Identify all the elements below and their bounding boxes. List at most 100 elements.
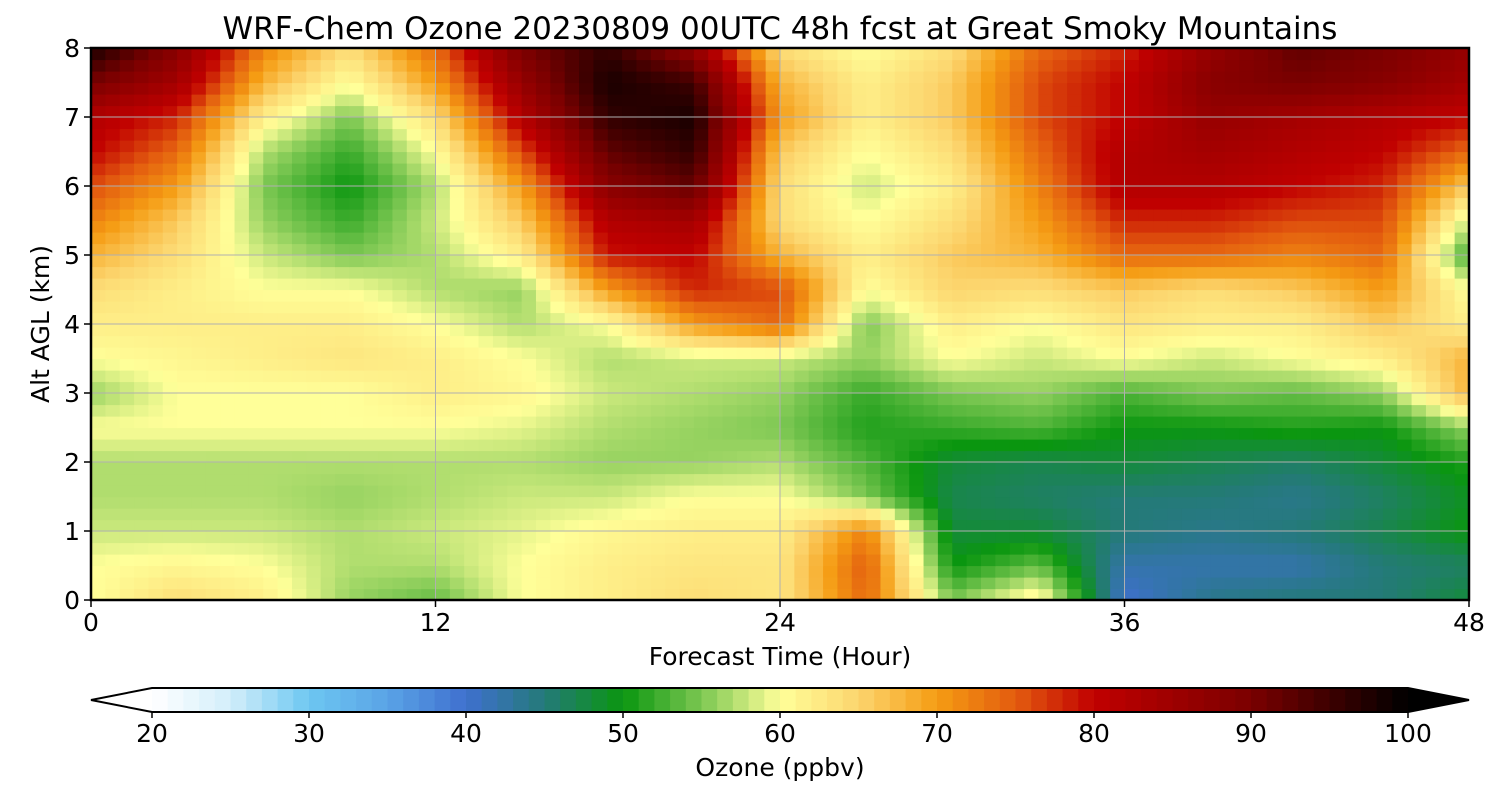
heatmap-cell — [880, 531, 896, 544]
heatmap-cell — [349, 59, 365, 72]
heatmap-cell — [794, 381, 810, 394]
heatmap-cell — [1296, 416, 1312, 429]
heatmap-cell — [277, 105, 293, 118]
heatmap-cell — [1067, 186, 1083, 199]
heatmap-cell — [435, 174, 451, 187]
heatmap-cell — [464, 278, 480, 291]
heatmap-cell — [134, 554, 150, 567]
heatmap-cell — [134, 508, 150, 521]
heatmap-cell — [736, 151, 752, 164]
heatmap-cell — [363, 312, 379, 325]
heatmap-cell — [722, 519, 738, 532]
heatmap-cell — [765, 577, 781, 590]
heatmap-cell — [1167, 588, 1183, 600]
heatmap-cell — [1024, 404, 1039, 417]
heatmap-cell — [736, 105, 752, 118]
heatmap-cell — [808, 186, 824, 199]
heatmap-cell — [435, 266, 451, 279]
heatmap-cell — [191, 347, 207, 360]
heatmap-cell — [392, 588, 408, 600]
heatmap-cell — [564, 71, 580, 84]
heatmap-cell — [851, 565, 867, 578]
heatmap-cell — [1311, 105, 1327, 118]
heatmap-cell — [478, 439, 494, 452]
heatmap-cell — [248, 347, 264, 360]
heatmap-cell — [952, 105, 968, 118]
heatmap-cell — [464, 358, 480, 371]
heatmap-cell — [1124, 278, 1140, 291]
heatmap-cell — [406, 450, 422, 463]
heatmap-cell — [119, 220, 135, 233]
heatmap-cell — [823, 186, 839, 199]
heatmap-cell — [1081, 531, 1097, 544]
heatmap-cell — [751, 519, 767, 532]
heatmap-cell — [1296, 140, 1312, 153]
x-axis: 0 12 24 36 48 — [83, 600, 1485, 637]
heatmap-cell — [363, 393, 379, 406]
heatmap-cell — [421, 71, 437, 84]
heatmap-cell — [980, 335, 996, 348]
heatmap-cell — [492, 519, 508, 532]
heatmap-cell — [1354, 427, 1370, 440]
heatmap-cell — [1081, 140, 1097, 153]
heatmap-cell — [220, 427, 236, 440]
heatmap-cell — [478, 209, 494, 222]
heatmap-cell — [579, 577, 594, 590]
heatmap-cell — [780, 324, 795, 337]
heatmap-cell — [1038, 301, 1054, 314]
heatmap-cell — [1325, 71, 1341, 84]
heatmap-cell — [378, 48, 394, 61]
y-tick-label: 4 — [64, 310, 80, 339]
heatmap-cell — [406, 312, 422, 325]
heatmap-cell — [464, 508, 480, 521]
heatmap-cell — [105, 163, 121, 176]
heatmap-cell — [521, 347, 537, 360]
heatmap-cell — [248, 496, 264, 509]
heatmap-cell — [1368, 496, 1384, 509]
heatmap-cell — [1425, 255, 1441, 268]
heatmap-cell — [1110, 232, 1126, 245]
heatmap-cell — [263, 59, 279, 72]
heatmap-cell — [679, 427, 695, 440]
heatmap-cell — [162, 508, 178, 521]
heatmap-cell — [248, 416, 264, 429]
heatmap-cell — [851, 531, 867, 544]
heatmap-cell — [191, 197, 207, 210]
heatmap-cell — [837, 588, 853, 600]
heatmap-cell — [966, 370, 982, 383]
heatmap-cell — [708, 71, 724, 84]
heatmap-cell — [406, 163, 422, 176]
heatmap-cell — [1425, 266, 1441, 279]
heatmap-cell — [1425, 335, 1441, 348]
heatmap-cell — [205, 508, 221, 521]
heatmap-cell — [478, 427, 494, 440]
heatmap-cell — [679, 347, 695, 360]
heatmap-cell — [363, 565, 379, 578]
heatmap-cell — [736, 393, 752, 406]
heatmap-cell — [1354, 140, 1370, 153]
heatmap-cell — [335, 197, 350, 210]
heatmap-cell — [263, 439, 279, 452]
heatmap-cell — [105, 393, 121, 406]
heatmap-cell — [1009, 577, 1025, 590]
heatmap-cell — [1368, 416, 1384, 429]
heatmap-cell — [1239, 94, 1255, 107]
heatmap-cell — [234, 450, 250, 463]
heatmap-cell — [1095, 450, 1111, 463]
colorbar-segment — [450, 688, 467, 712]
heatmap-cell — [1138, 71, 1154, 84]
heatmap-cell — [1167, 450, 1183, 463]
heatmap-cell — [622, 59, 638, 72]
heatmap-cell — [105, 209, 121, 222]
heatmap-cell — [980, 117, 996, 130]
heatmap-cell — [1167, 220, 1183, 233]
heatmap-cell — [392, 266, 408, 279]
heatmap-cell — [1397, 496, 1413, 509]
heatmap-cell — [1239, 588, 1255, 600]
heatmap-cell — [205, 59, 221, 72]
heatmap-cell — [736, 266, 752, 279]
heatmap-cell — [220, 266, 236, 279]
heatmap-cell — [909, 266, 925, 279]
heatmap-cell — [521, 151, 537, 164]
heatmap-cell — [894, 312, 910, 325]
